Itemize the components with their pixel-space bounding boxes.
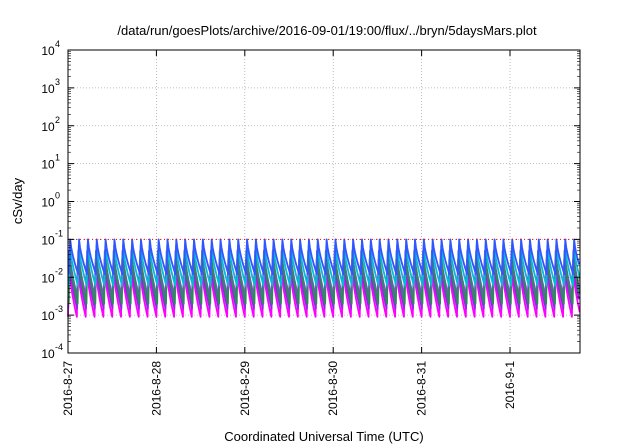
y-tick-exponent: -1 bbox=[55, 228, 63, 238]
series-group bbox=[67, 238, 581, 318]
series-line bbox=[68, 238, 580, 276]
x-tick-label: 2016-9-1 bbox=[503, 361, 517, 409]
y-tick-exponent: 3 bbox=[55, 77, 60, 87]
x-tick-labels: 2016-8-27 2016-8-28 2016-8-29 2016-8-30 2016… bbox=[61, 361, 517, 416]
y-tick-label: 10 bbox=[41, 196, 55, 210]
x-tick-label: 2016-8-31 bbox=[415, 361, 429, 416]
y-tick-exponent: -2 bbox=[55, 266, 63, 276]
y-tick-label: 10 bbox=[41, 44, 55, 58]
y-tick-label: 10 bbox=[41, 120, 55, 134]
x-tick-label: 2016-8-29 bbox=[238, 361, 252, 416]
y-tick-label: 10 bbox=[41, 233, 55, 247]
ticks bbox=[67, 49, 580, 354]
y-tick-label: 10 bbox=[41, 82, 55, 96]
y-tick-exponent: 0 bbox=[55, 191, 60, 201]
chart-title: /data/run/goesPlots/archive/2016-09-01/1… bbox=[117, 23, 537, 38]
y-tick-exponent: 1 bbox=[55, 153, 60, 163]
y-tick-label: 10 bbox=[41, 271, 55, 285]
x-tick-label: 2016-8-27 bbox=[61, 361, 75, 416]
y-tick-exponent: -4 bbox=[55, 342, 63, 352]
y-tick-exponent: 2 bbox=[55, 115, 60, 125]
x-tick-label: 2016-8-28 bbox=[149, 361, 163, 416]
y-axis-title: cSv/day bbox=[10, 177, 25, 224]
y-tick-exponent: 4 bbox=[55, 39, 60, 49]
y-tick-exponent: -3 bbox=[55, 304, 63, 314]
y-tick-label: 10 bbox=[41, 347, 55, 361]
y-tick-label: 10 bbox=[41, 309, 55, 323]
y-tick-label: 10 bbox=[41, 158, 55, 172]
x-tick-label: 2016-8-30 bbox=[326, 361, 340, 416]
x-axis-title: Coordinated Universal Time (UTC) bbox=[224, 429, 423, 444]
